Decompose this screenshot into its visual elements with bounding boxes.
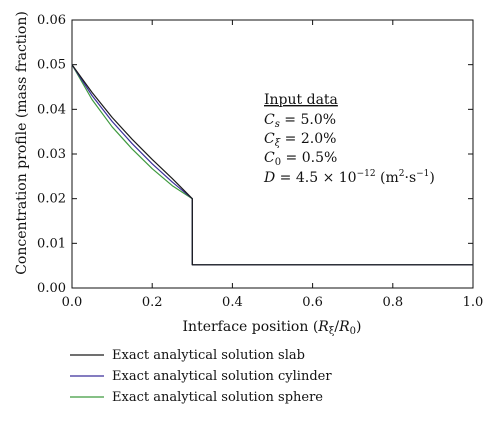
legend-label-slab: Exact analytical solution slab bbox=[112, 348, 305, 363]
x-tick-label: 0.0 bbox=[62, 295, 83, 310]
x-axis-label-close: ) bbox=[356, 319, 361, 335]
x-axis-label-sub1: ξ bbox=[329, 326, 335, 337]
annotation-c0: C0 = 0.5% bbox=[264, 150, 337, 168]
annotation-cs: Cs = 5.0% bbox=[264, 112, 336, 130]
legend-label-cylinder: Exact analytical solution cylinder bbox=[112, 369, 332, 384]
x-axis-label-r1: R bbox=[317, 319, 329, 335]
x-axis-label-slash: / bbox=[334, 319, 339, 335]
series-line-slab bbox=[71, 64, 473, 266]
annotation-d: D = 4.5 × 10−12 (m2·s−1) bbox=[263, 169, 435, 186]
x-axis-ticks: 0.0 0.2 0.4 0.6 0.8 1.0 bbox=[62, 20, 484, 310]
x-axis-label-prefix: Interface position ( bbox=[183, 319, 319, 335]
legend-label-sphere: Exact analytical solution sphere bbox=[112, 390, 323, 405]
x-tick-label: 1.0 bbox=[463, 295, 484, 310]
x-axis-label-r2: R bbox=[338, 319, 350, 335]
y-tick-label: 0.00 bbox=[37, 281, 66, 296]
x-tick-label: 0.4 bbox=[222, 295, 243, 310]
y-tick-label: 0.06 bbox=[37, 13, 66, 28]
y-tick-label: 0.05 bbox=[37, 58, 66, 73]
y-tick-label: 0.03 bbox=[37, 147, 66, 162]
input-data-annotation: Input data Cs = 5.0% Cξ = 2.0% C0 = 0.5%… bbox=[263, 92, 435, 186]
annotation-heading: Input data bbox=[264, 92, 338, 108]
y-axis-label: Concentration profile (mass fraction) bbox=[14, 11, 30, 275]
y-tick-label: 0.01 bbox=[37, 236, 66, 251]
x-axis-label: Interface position (Rξ/R0) bbox=[183, 319, 362, 337]
x-tick-label: 0.6 bbox=[302, 295, 323, 310]
legend: Exact analytical solution slab Exact ana… bbox=[70, 348, 332, 405]
x-tick-label: 0.8 bbox=[382, 295, 403, 310]
series-layer bbox=[71, 64, 473, 266]
y-tick-label: 0.02 bbox=[37, 192, 66, 207]
annotation-cxi: Cξ = 2.0% bbox=[264, 131, 336, 149]
y-tick-label: 0.04 bbox=[37, 102, 66, 117]
x-axis-label-sub2: 0 bbox=[350, 326, 356, 337]
y-axis-ticks: 0.00 0.01 0.02 0.03 0.04 0.05 0.06 bbox=[37, 13, 473, 296]
x-tick-label: 0.2 bbox=[142, 295, 163, 310]
